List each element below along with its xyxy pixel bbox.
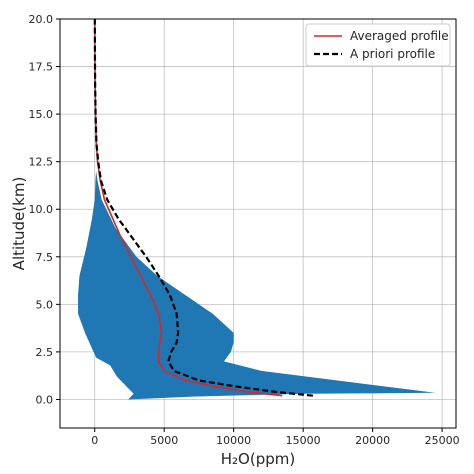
- y-axis-label: Altitude(km): [10, 177, 28, 271]
- x-tick-label-5: 25000: [425, 434, 460, 447]
- y-tick-label-3: 7.5: [36, 251, 54, 264]
- x-axis-label: H₂O(ppm): [221, 450, 295, 468]
- x-tick-label-2: 10000: [216, 434, 251, 447]
- series-lines: [93, 18, 313, 397]
- x-tick-label-4: 20000: [355, 434, 390, 447]
- uncertainty-band-area: [78, 171, 436, 400]
- x-tick-label-1: 5000: [150, 434, 178, 447]
- y-tick-label-0: 0.0: [36, 393, 54, 406]
- series-line-0: [94, 18, 283, 397]
- series-line-1: [93, 18, 313, 397]
- x-tick-label-0: 0: [91, 434, 98, 447]
- grid: [60, 18, 456, 428]
- y-tick-label-5: 12.5: [29, 156, 54, 169]
- y-tick-label-8: 20.0: [29, 13, 54, 26]
- axis-ticks: 0 5000 10000 15000 20000 25000 0.0 2.5 5.0 7.5 10.…: [29, 13, 460, 447]
- y-tick-label-6: 15.0: [29, 108, 54, 121]
- uncertainty-band: [78, 171, 436, 400]
- legend-label-0: Averaged profile: [350, 29, 449, 43]
- legend-label-1: A priori profile: [350, 47, 435, 61]
- y-tick-label-7: 17.5: [29, 61, 54, 74]
- legend-box: [305, 23, 451, 67]
- y-tick-label-1: 2.5: [36, 346, 54, 359]
- plot-frame: [59, 18, 457, 429]
- y-tick-label-4: 10.0: [29, 203, 54, 216]
- y-tick-label-2: 5.0: [36, 298, 54, 311]
- x-tick-label-3: 15000: [286, 434, 321, 447]
- legend: Averaged profile A priori profile: [305, 23, 451, 67]
